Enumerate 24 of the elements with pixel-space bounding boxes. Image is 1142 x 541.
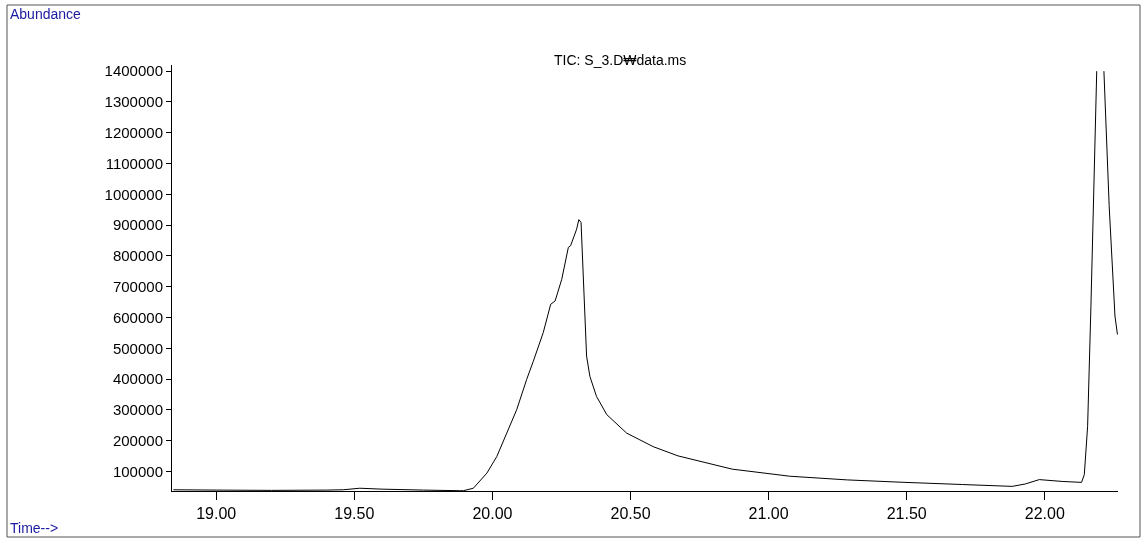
x-tick-label: 19.00 (196, 505, 237, 523)
y-axis-title: Abundance (10, 6, 82, 22)
x-tick-label: 22.00 (1024, 505, 1065, 523)
y-tick-label: 300000 (112, 401, 163, 419)
x-axis-title: Time--> (10, 520, 59, 536)
y-tick-label: 700000 (112, 278, 163, 296)
y-tick-label: 1200000 (104, 124, 163, 142)
x-tick-label: 20.50 (610, 505, 651, 523)
y-tick-label: 600000 (112, 308, 163, 326)
chart-title: TIC: S_3.D₩data.ms (554, 52, 687, 68)
y-tick-label: 1400000 (104, 62, 163, 80)
x-tick-label: 21.00 (748, 505, 789, 523)
y-tick-label: 900000 (112, 216, 163, 234)
y-tick-label: 1100000 (105, 154, 163, 172)
y-tick-label: 1300000 (104, 93, 163, 111)
y-tick-label: 1000000 (104, 185, 163, 203)
x-tick-label: 20.00 (472, 505, 513, 523)
y-tick-label: 800000 (112, 247, 163, 265)
y-tick-label: 200000 (112, 432, 163, 450)
y-tick-label: 400000 (112, 370, 163, 388)
y-tick-label: 100000 (112, 462, 163, 480)
x-tick-label: 21.50 (886, 505, 927, 523)
y-tick-label: 500000 (112, 339, 163, 357)
x-tick-label: 19.50 (334, 505, 375, 523)
